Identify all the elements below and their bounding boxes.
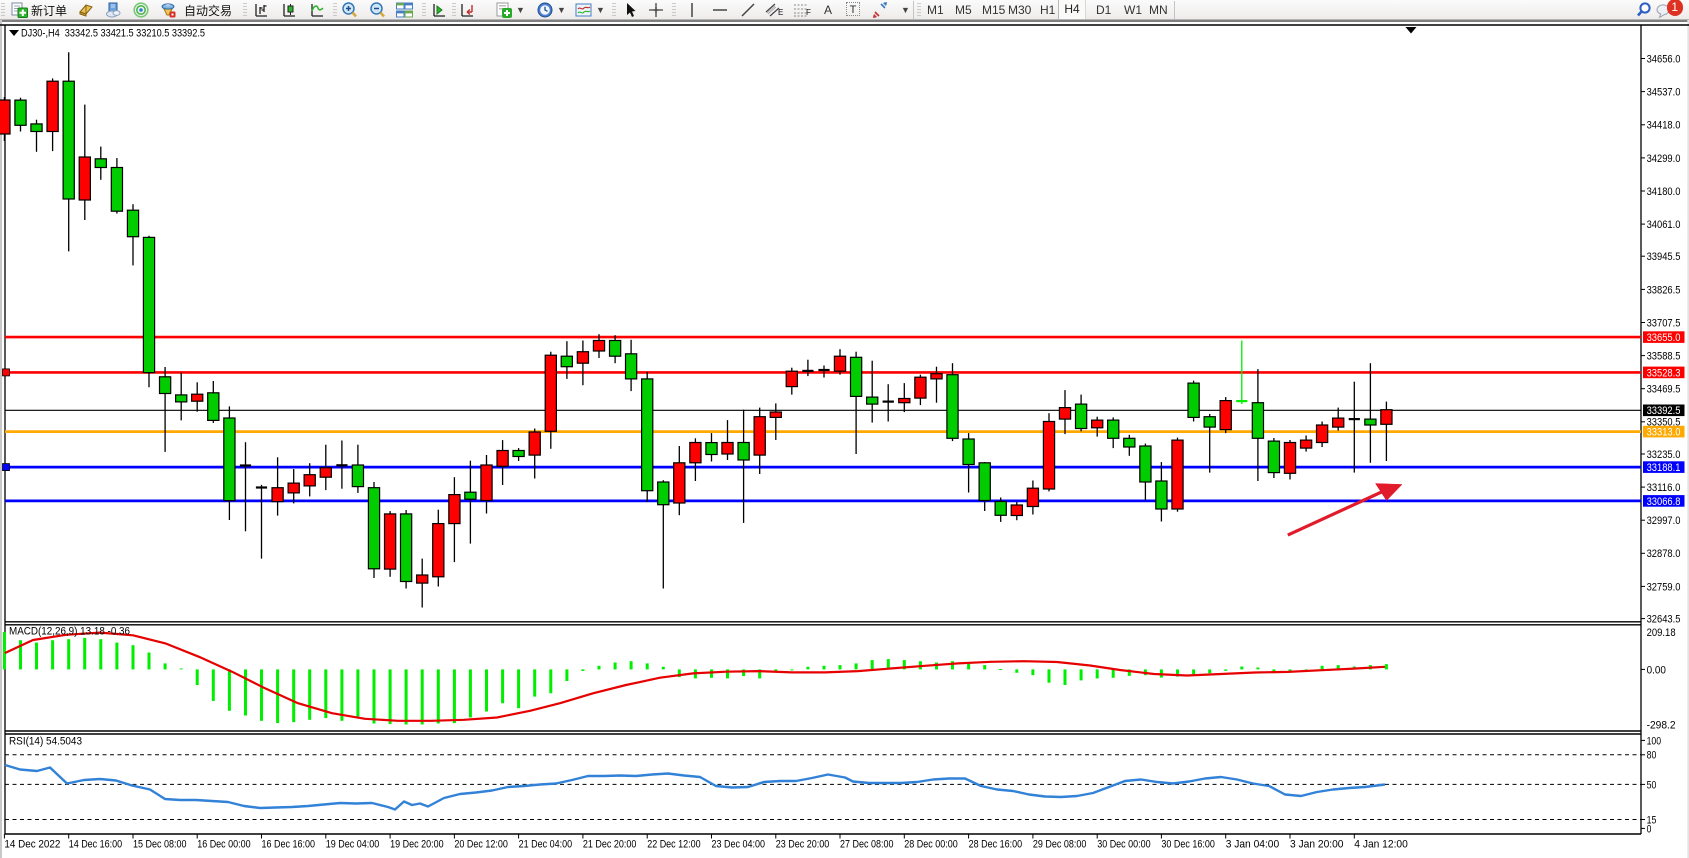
svg-text:29 Dec 08:00: 29 Dec 08:00 <box>1033 839 1087 851</box>
svg-text:0.00: 0.00 <box>1647 664 1666 676</box>
svg-text:15: 15 <box>1647 814 1657 826</box>
svg-text:33116.0: 33116.0 <box>1647 482 1681 494</box>
svg-text:-298.2: -298.2 <box>1647 719 1676 731</box>
svg-text:22 Dec 12:00: 22 Dec 12:00 <box>647 839 701 851</box>
svg-text:33588.5: 33588.5 <box>1647 351 1681 363</box>
svg-text:3 Jan 20:00: 3 Jan 20:00 <box>1290 839 1344 851</box>
svg-text:33528.3: 33528.3 <box>1647 367 1681 379</box>
svg-text:33945.5: 33945.5 <box>1647 251 1681 263</box>
svg-text:32759.0: 32759.0 <box>1647 581 1681 593</box>
svg-text:19 Dec 04:00: 19 Dec 04:00 <box>326 839 380 851</box>
svg-text:16 Dec 16:00: 16 Dec 16:00 <box>262 839 316 851</box>
svg-text:21 Dec 04:00: 21 Dec 04:00 <box>519 839 573 851</box>
svg-text:23 Dec 04:00: 23 Dec 04:00 <box>712 839 766 851</box>
svg-text:21 Dec 20:00: 21 Dec 20:00 <box>583 839 637 851</box>
svg-text:34299.0: 34299.0 <box>1647 153 1681 165</box>
svg-text:23 Dec 20:00: 23 Dec 20:00 <box>776 839 830 851</box>
svg-text:14 Dec 2022: 14 Dec 2022 <box>4 839 60 851</box>
svg-text:33392.5: 33392.5 <box>1647 405 1681 417</box>
svg-text:4 Jan 12:00: 4 Jan 12:00 <box>1354 839 1408 851</box>
svg-text:DJ30-,H4 33342.5 33421.5 3321: DJ30-,H4 33342.5 33421.5 33210.5 33392.5 <box>21 28 205 40</box>
svg-text:27 Dec 08:00: 27 Dec 08:00 <box>840 839 894 851</box>
svg-text:33313.0: 33313.0 <box>1647 427 1681 439</box>
svg-text:14 Dec 16:00: 14 Dec 16:00 <box>69 839 123 851</box>
svg-text:80: 80 <box>1647 750 1657 762</box>
svg-text:15 Dec 08:00: 15 Dec 08:00 <box>133 839 187 851</box>
svg-text:34656.0: 34656.0 <box>1647 53 1681 65</box>
svg-text:20 Dec 12:00: 20 Dec 12:00 <box>454 839 508 851</box>
svg-text:33066.8: 33066.8 <box>1647 496 1681 508</box>
svg-text:34537.0: 34537.0 <box>1647 87 1681 99</box>
svg-text:34418.0: 34418.0 <box>1647 120 1681 132</box>
svg-text:16 Dec 00:00: 16 Dec 00:00 <box>197 839 251 851</box>
svg-text:33469.5: 33469.5 <box>1647 384 1681 396</box>
svg-text:32643.5: 32643.5 <box>1647 614 1681 626</box>
svg-text:30 Dec 16:00: 30 Dec 16:00 <box>1161 839 1215 851</box>
svg-text:32878.0: 32878.0 <box>1647 548 1681 560</box>
svg-text:33350.5: 33350.5 <box>1647 417 1681 429</box>
svg-text:3 Jan 04:00: 3 Jan 04:00 <box>1226 839 1280 851</box>
svg-text:28 Dec 16:00: 28 Dec 16:00 <box>969 839 1023 851</box>
svg-text:33655.0: 33655.0 <box>1647 332 1681 344</box>
svg-text:28 Dec 00:00: 28 Dec 00:00 <box>904 839 958 851</box>
svg-text:33188.1: 33188.1 <box>1647 462 1681 474</box>
svg-text:33235.0: 33235.0 <box>1647 449 1681 461</box>
svg-text:RSI(14) 54.5043: RSI(14) 54.5043 <box>9 736 82 748</box>
svg-text:34061.0: 34061.0 <box>1647 219 1681 231</box>
svg-text:32997.0: 32997.0 <box>1647 515 1681 527</box>
svg-text:50: 50 <box>1647 779 1657 791</box>
svg-text:30 Dec 00:00: 30 Dec 00:00 <box>1097 839 1151 851</box>
svg-text:19 Dec 20:00: 19 Dec 20:00 <box>390 839 444 851</box>
svg-text:0: 0 <box>1647 823 1652 835</box>
svg-text:209.18: 209.18 <box>1647 627 1676 639</box>
svg-text:33826.5: 33826.5 <box>1647 284 1681 296</box>
svg-text:34180.0: 34180.0 <box>1647 186 1681 198</box>
svg-text:33707.5: 33707.5 <box>1647 317 1681 329</box>
svg-text:100: 100 <box>1647 735 1662 747</box>
svg-text:MACD(12,26,9) 13.18 -0.36: MACD(12,26,9) 13.18 -0.36 <box>9 626 130 638</box>
